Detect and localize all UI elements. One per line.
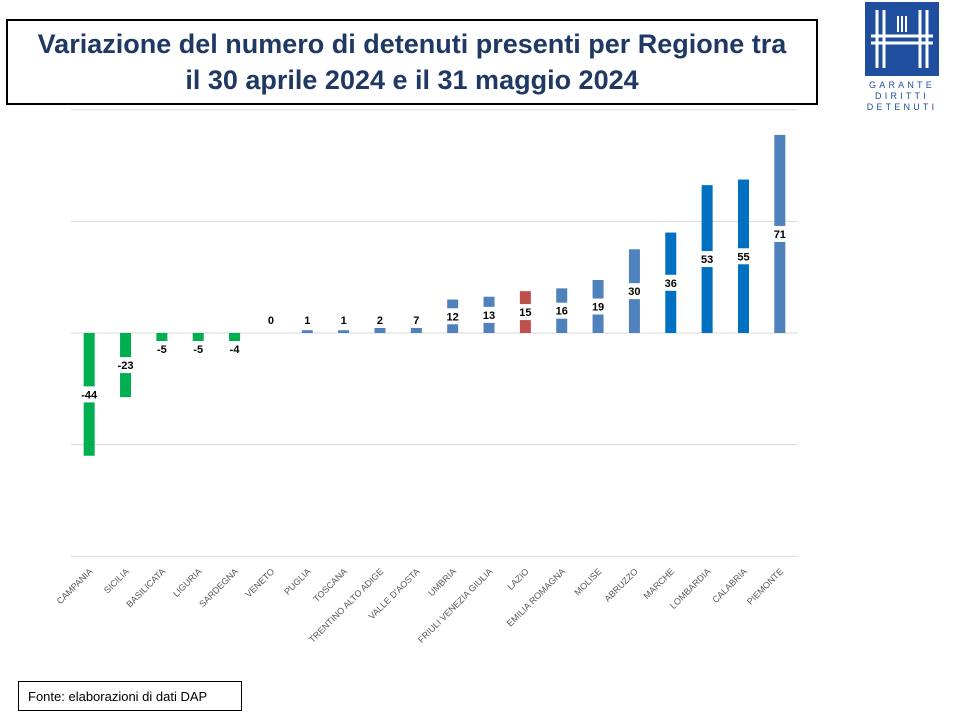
category-tick-label: SICILIA — [102, 566, 131, 595]
data-label-bg — [588, 298, 609, 315]
data-label-bg — [224, 341, 245, 357]
chart-title-box: Variazione del numero di detenuti presen… — [6, 19, 818, 105]
category-tick-label: PIEMONTE — [745, 566, 785, 606]
bar — [338, 330, 350, 333]
category-tick-label: ABRUZZO — [602, 566, 639, 603]
data-label: 55 — [737, 251, 749, 263]
category-tick-label: FRIULI VENEZIA GIULIA — [416, 566, 495, 645]
category-tick-label: TRENTINO ALTO ADIGE — [307, 566, 385, 644]
data-label-bg — [733, 248, 754, 265]
data-label: 1 — [304, 315, 310, 327]
data-label: 30 — [628, 286, 640, 298]
category-tick-label: MOLISE — [572, 566, 603, 597]
data-label: -44 — [81, 389, 98, 401]
category-tick-label: BASILICATA — [124, 566, 167, 609]
data-label-bg — [697, 251, 718, 268]
chart-title-line-2: il 30 aprile 2024 e il 31 maggio 2024 — [185, 65, 639, 95]
data-label: 12 — [447, 311, 459, 323]
data-label-bg — [515, 304, 536, 321]
data-label: 0 — [268, 315, 274, 327]
data-label-bg — [188, 341, 209, 357]
logo-text-garante: GARANTE — [869, 80, 935, 90]
data-label: 53 — [701, 254, 713, 266]
logo-text-detenuti: DETENUTI — [866, 102, 938, 112]
data-label-bg — [300, 312, 314, 328]
data-label: -5 — [193, 344, 203, 356]
category-tick-label: PUGLIA — [282, 566, 312, 596]
garante-logo: GARANTE DIRITTI DETENUTI — [862, 2, 942, 114]
data-label: -5 — [157, 344, 167, 356]
data-label-bg — [151, 341, 172, 357]
data-label-bg — [264, 312, 278, 328]
category-tick-label: MARCHE — [642, 566, 677, 601]
source-text: Fonte: elaborazioni di dati DAP — [28, 688, 208, 704]
data-label-bg — [409, 312, 423, 328]
logo-text-diritti: DIRITTI — [875, 91, 929, 101]
data-label-bg — [551, 302, 572, 319]
bar — [229, 333, 241, 345]
bars — [83, 134, 786, 456]
category-tick-label: VENETO — [243, 566, 276, 599]
data-label: -23 — [118, 360, 134, 372]
data-label: 7 — [413, 315, 419, 327]
bar — [301, 330, 313, 333]
category-tick-label: UMBRIA — [426, 566, 458, 598]
data-label: 1 — [341, 315, 347, 327]
source-note: Fonte: elaborazioni di dati DAP — [18, 681, 242, 711]
category-tick-label: CALABRIA — [710, 566, 749, 605]
data-label-bg — [769, 225, 790, 242]
bar — [156, 333, 168, 347]
category-tick-label: LIGURIA — [171, 566, 204, 599]
data-label: 16 — [556, 306, 568, 318]
category-tick-label: CAMPANIA — [55, 566, 95, 606]
logo-h-mark-icon — [865, 2, 939, 76]
data-label-bg — [624, 283, 645, 300]
data-label-bg — [337, 312, 351, 328]
data-label-bg — [660, 274, 681, 291]
data-label-bg — [479, 306, 500, 323]
data-label: 19 — [592, 301, 604, 313]
data-label: 15 — [519, 307, 531, 319]
data-label-bg — [373, 312, 387, 328]
category-tick-label: TOSCANA — [311, 566, 349, 604]
bar — [374, 327, 386, 333]
category-tick-label: SARDEGNA — [197, 566, 240, 609]
data-label-bg — [75, 386, 103, 403]
category-tick-label: LAZIO — [505, 566, 530, 591]
data-label: 2 — [377, 315, 383, 327]
data-label: 36 — [665, 278, 677, 290]
data-label: 13 — [483, 310, 495, 322]
gridlines — [71, 109, 798, 557]
data-label: -4 — [230, 344, 241, 356]
data-label-bg — [112, 357, 140, 374]
logo-emblem — [865, 2, 939, 76]
data-label-bg — [442, 308, 463, 325]
data-label: 71 — [774, 229, 786, 241]
bar — [192, 333, 204, 347]
chart-title-line-1: Variazione del numero di detenuti presen… — [37, 29, 787, 59]
